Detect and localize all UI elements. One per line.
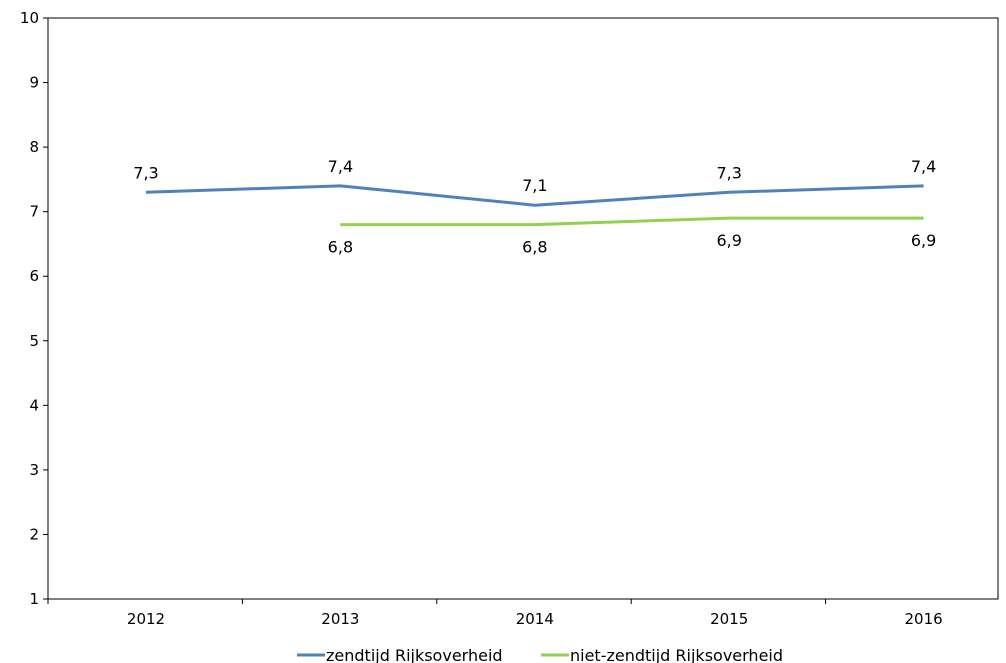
series-line — [145, 184, 924, 207]
x-tick-label: 2014 — [516, 610, 554, 628]
y-tick-label: 9 — [29, 74, 39, 92]
data-label: 7,4 — [328, 157, 353, 176]
y-tick-label: 10 — [20, 9, 39, 27]
y-tick-label: 6 — [29, 267, 39, 285]
data-label: 7,3 — [133, 163, 158, 182]
data-label: 7,1 — [522, 176, 547, 195]
data-label: 7,3 — [716, 163, 741, 182]
x-tick-label: 2012 — [127, 610, 165, 628]
data-label: 6,8 — [328, 238, 353, 257]
x-tick-label: 2015 — [710, 610, 748, 628]
x-axis: 2012 2013 2014 2015 2016 — [47, 599, 943, 628]
y-tick-label: 8 — [29, 138, 39, 156]
series-layer: 7,3 7,4 7,1 7,3 7,4 6,8 6,8 6,9 6,9 — [133, 157, 936, 257]
y-tick-label: 5 — [29, 332, 39, 350]
x-tick-label: 2016 — [905, 610, 943, 628]
data-label: 6,9 — [911, 231, 936, 250]
legend-label: niet-zendtijd Rijksoverheid — [570, 646, 783, 663]
series-2: 6,8 6,8 6,9 6,9 — [328, 216, 936, 257]
series-1: 7,3 7,4 7,1 7,3 7,4 — [133, 157, 936, 207]
x-tick-label: 2013 — [321, 610, 359, 628]
legend-label: zendtijd Rijksoverheid — [326, 646, 503, 663]
data-label: 7,4 — [911, 157, 936, 176]
data-label: 6,8 — [522, 238, 547, 257]
y-tick-label: 2 — [29, 525, 39, 543]
y-axis: 1 2 3 4 5 6 7 8 9 10 — [20, 9, 48, 608]
legend: zendtijd Rijksoverheid niet-zendtijd Rijk… — [297, 646, 783, 663]
plot-area — [47, 17, 999, 600]
y-tick-label: 4 — [29, 396, 39, 414]
data-label: 6,9 — [716, 231, 741, 250]
y-tick-label: 3 — [29, 461, 39, 479]
series-line — [340, 216, 924, 227]
y-tick-label: 7 — [29, 203, 39, 221]
y-tick-label: 1 — [29, 590, 39, 608]
